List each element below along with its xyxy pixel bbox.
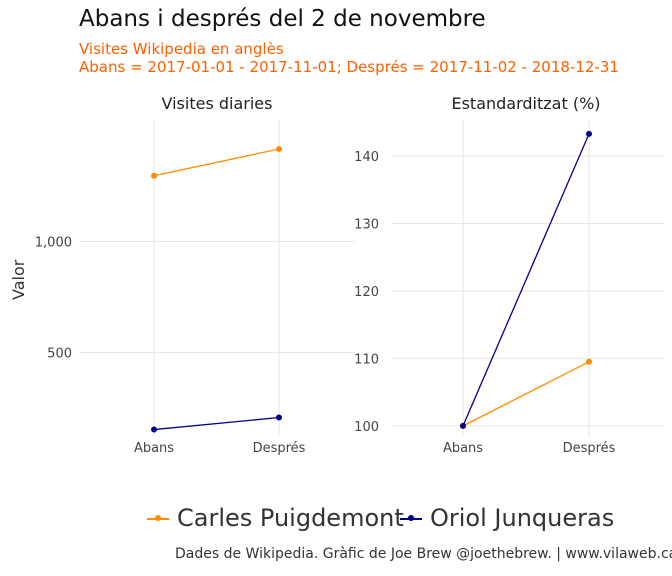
series-line-puigdemont	[463, 362, 589, 426]
data-point-junqueras	[151, 427, 157, 433]
legend-key-junqueras	[398, 500, 424, 536]
y-tick-label: 1,000	[35, 235, 72, 250]
caption: Dades de Wikipedia. Gràfic de Joe Brew @…	[175, 546, 672, 562]
x-tick-label: Abans	[134, 441, 174, 456]
legend-point	[155, 515, 161, 521]
legend-item-puigdemont: Carles Puigdemont	[145, 500, 404, 536]
y-tick-label: 120	[354, 285, 379, 300]
x-tick-label: Abans	[443, 441, 483, 456]
data-point-puigdemont	[586, 359, 592, 365]
y-tick-label: 140	[354, 150, 379, 165]
legend-label-junqueras: Oriol Junqueras	[430, 504, 614, 532]
legend-point	[408, 515, 414, 521]
legend-key-puigdemont	[145, 500, 171, 536]
y-tick-label: 110	[354, 352, 379, 367]
x-tick-label: Després	[253, 441, 306, 456]
chart-canvas: 500 1,000 Abans Després 100 110 120 130 140 Abans…	[0, 0, 672, 500]
y-tick-label: 500	[47, 347, 72, 362]
series-line-junqueras	[463, 134, 589, 426]
data-point-puigdemont	[151, 173, 157, 179]
y-tick-label: 100	[354, 420, 379, 435]
data-point-puigdemont	[276, 146, 282, 152]
legend-item-junqueras: Oriol Junqueras	[398, 500, 614, 536]
y-tick-label: 130	[354, 218, 379, 233]
legend: Carles Puigdemont Oriol Junqueras	[0, 500, 672, 540]
data-point-junqueras	[460, 423, 466, 429]
series-line-puigdemont	[154, 149, 279, 176]
series-line-junqueras	[154, 418, 279, 430]
data-point-junqueras	[276, 415, 282, 421]
data-point-junqueras	[586, 131, 592, 137]
legend-label-puigdemont: Carles Puigdemont	[177, 504, 404, 532]
x-tick-label: Després	[563, 441, 616, 456]
